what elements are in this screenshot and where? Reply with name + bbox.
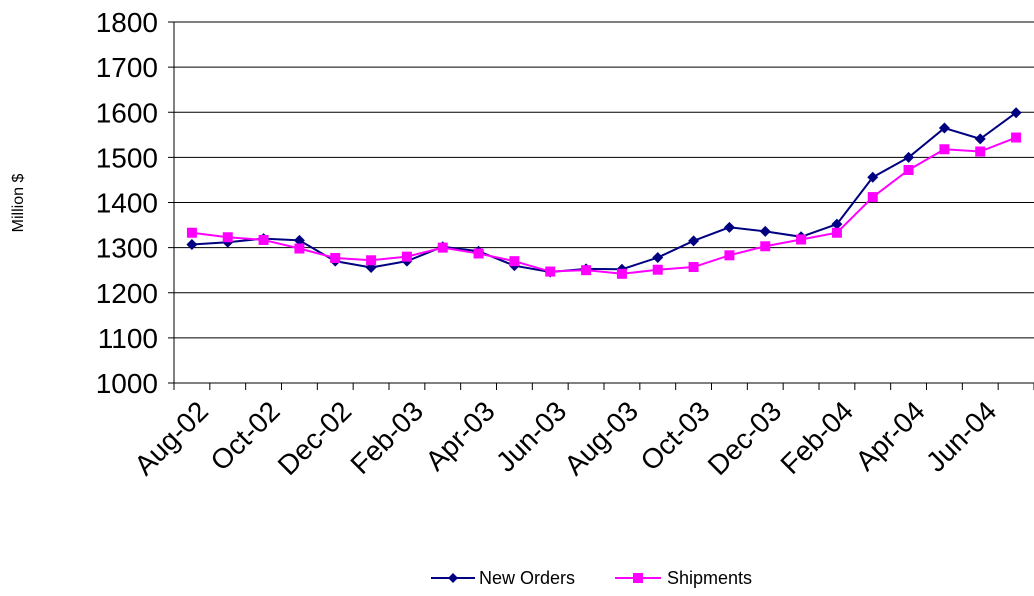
x-tick-label: Dec-02 [272,395,358,481]
data-point-shipments [867,192,878,203]
legend-item-shipments: Shipments [615,568,752,588]
y-tick-label: 1700 [96,52,158,83]
y-tick-label: 1300 [96,233,158,264]
y-tick-label: 1000 [96,368,158,399]
data-point-shipments [903,165,914,176]
data-point-shipments [688,262,699,273]
data-point-shipments [473,248,484,259]
y-axis-ticks: 1000 1100 1200 1300 1400 1500 1600 1700 1800 [96,7,174,399]
gridlines [174,21,1034,384]
x-tick-label: Feb-04 [774,395,859,480]
x-tick-label: Apr-03 [419,395,500,476]
series-layer [186,107,1022,279]
data-point-shipments [186,227,197,238]
y-tick-label: 1500 [96,142,158,173]
data-point-shipments [975,146,986,157]
y-tick-label: 1400 [96,188,158,219]
x-tick-label: Jun-04 [920,395,1002,477]
data-point-new-orders [903,151,915,163]
data-point-new-orders [688,235,700,247]
data-point-shipments [760,241,771,252]
x-tick-label: Apr-04 [849,395,930,476]
x-tick-label: Aug-02 [128,395,214,481]
x-tick-label: Oct-03 [634,395,715,476]
data-point-new-orders [293,234,305,246]
data-point-new-orders [867,171,879,183]
data-point-new-orders [974,133,986,145]
data-point-shipments [939,144,950,155]
data-point-shipments [509,256,520,267]
legend-label-shipments: Shipments [667,568,752,588]
y-tick-label: 1200 [96,278,158,309]
legend: New Orders Shipments [431,568,752,588]
x-tick-label: Oct-02 [204,395,285,476]
data-point-shipments [258,234,269,245]
x-tick-label: Jun-03 [490,395,572,477]
data-point-new-orders [186,238,198,250]
data-point-shipments [222,232,233,243]
data-point-shipments [401,251,412,262]
y-tick-label: 1100 [98,323,158,354]
data-point-shipments [724,250,735,261]
data-point-new-orders [938,122,950,134]
data-point-shipments [545,266,556,277]
data-point-new-orders [652,252,664,264]
x-tick-label: Feb-03 [344,395,429,480]
data-point-new-orders [1010,107,1022,119]
series-line-new-orders [191,111,1017,274]
data-point-shipments [616,268,627,279]
x-tick-label: Dec-03 [702,395,788,481]
data-point-new-orders [723,221,735,233]
data-point-shipments [437,242,448,253]
x-axis-ticks: Aug-02Oct-02Dec-02Feb-03Apr-03Jun-03Aug-… [128,383,1034,481]
data-point-new-orders [831,218,843,230]
legend-marker-new-orders [448,573,458,583]
series-shipments [186,132,1022,279]
legend-item-new-orders: New Orders [431,568,575,588]
legend-label-new-orders: New Orders [479,568,575,588]
data-point-shipments [796,234,807,245]
data-point-shipments [831,227,842,238]
data-point-shipments [652,264,663,275]
y-tick-label: 1800 [96,7,158,38]
x-tick-label: Aug-03 [558,395,644,481]
data-point-new-orders [759,225,771,237]
data-point-shipments [581,265,592,276]
data-point-shipments [294,243,305,254]
series-line-shipments [191,136,1017,275]
y-axis-label: Million $ [10,174,27,233]
data-point-shipments [330,253,341,264]
y-tick-label: 1600 [96,97,158,128]
data-point-shipments [1011,132,1022,143]
data-point-shipments [366,255,377,266]
legend-marker-shipments [633,573,643,583]
